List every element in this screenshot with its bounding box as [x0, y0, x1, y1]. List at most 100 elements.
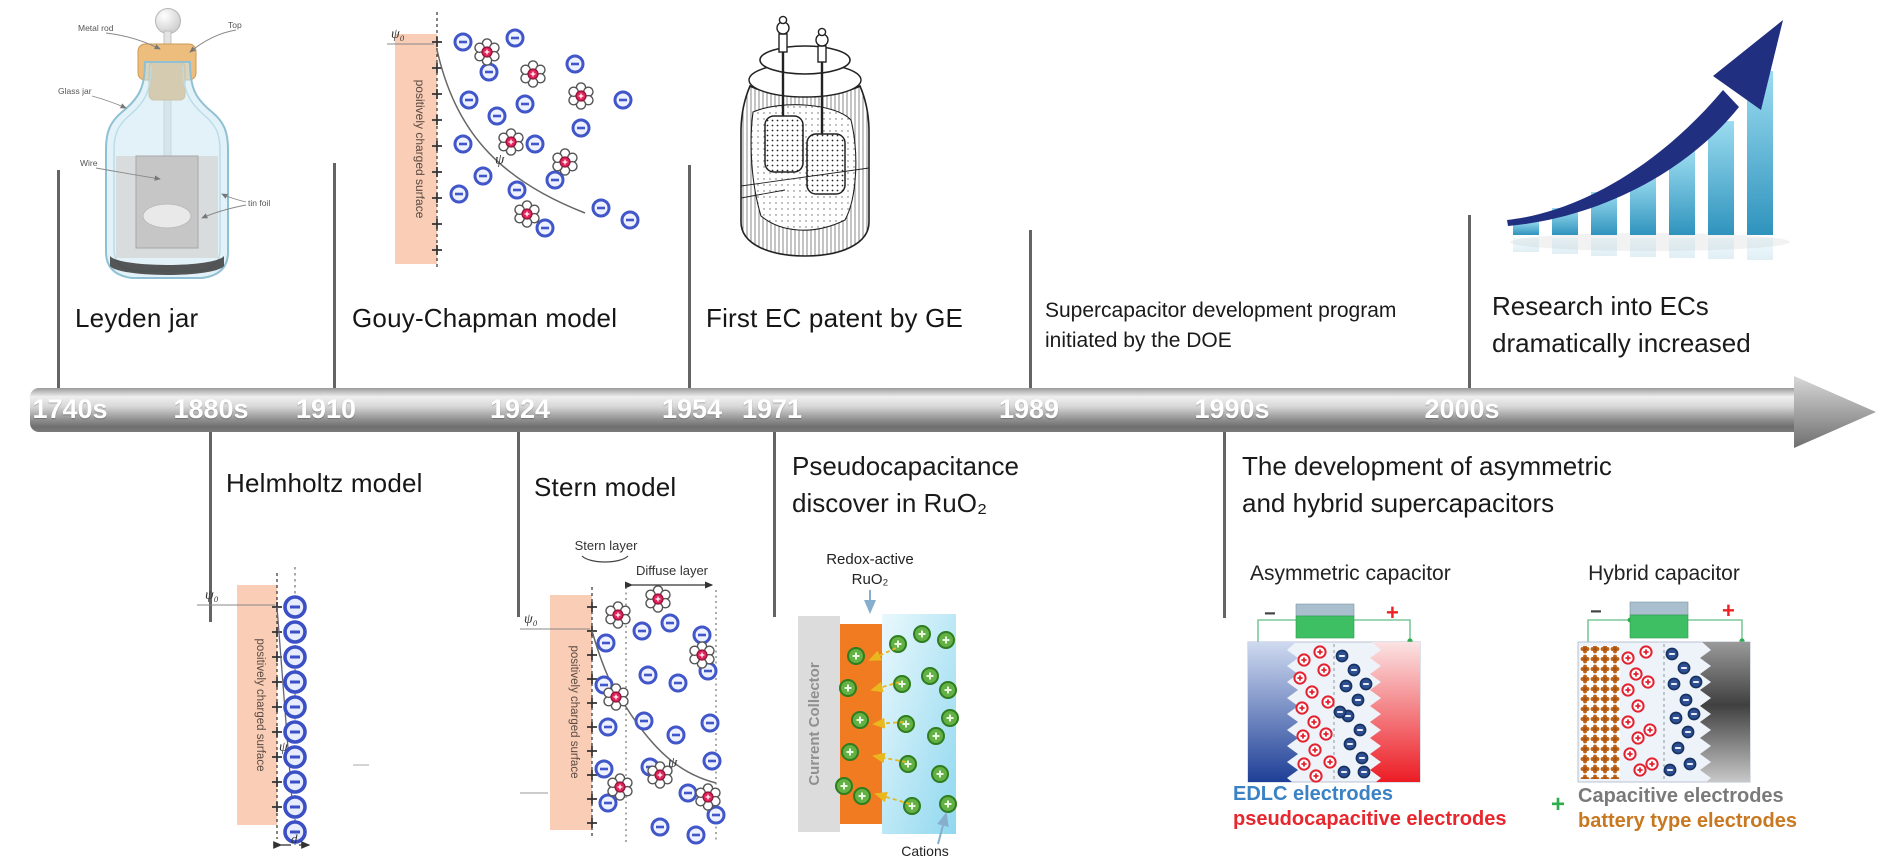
top-label: Top [228, 20, 242, 30]
timeline-year-1989: 1989 [998, 394, 1060, 424]
hybrid-capacitor-diagram: − + [1577, 598, 1751, 783]
tin-foil-label: tin foil [248, 198, 270, 208]
doe-program-text: Supercapacitor development program initi… [1045, 296, 1396, 356]
psi0-label: ψ₀ [391, 27, 405, 42]
electrolyte-level-lines [740, 167, 870, 199]
asymmetric-hybrid-line1: The development of asymmetric [1242, 451, 1612, 481]
pseudocapacitance-line2: discover in RuO₂ [792, 487, 988, 518]
potential-decay-curve [591, 630, 717, 784]
ruo2-diagram: Redox-active RuO₂ Current Collector Cati… [798, 551, 959, 859]
helmholtz-diagram: positively charged surface ψ₀ ψ d [197, 567, 369, 849]
ec-research-text: Research into ECs dramatically increased [1492, 288, 1751, 362]
timeline-year-1954: 1954 [661, 394, 723, 424]
pseudocapacitive-electrode-shape [1370, 642, 1420, 782]
hybrid-capacitor-title: Hybrid capacitor [1588, 562, 1740, 585]
growth-bars [1513, 71, 1773, 235]
carbon-electrode-2 [806, 133, 846, 195]
ruo2-label: RuO₂ [852, 571, 889, 588]
stern-diagram: Stern layer Diffuse layer positively cha… [520, 538, 726, 845]
timeline-bar [30, 388, 1798, 432]
current-collector-bar [798, 616, 840, 832]
positive-terminal-label: + [1722, 598, 1735, 623]
charged-surface-band [237, 585, 277, 825]
charged-surface-band [550, 595, 592, 830]
ge-patent-title: First EC patent by GE [706, 303, 964, 333]
base-ring-shape [110, 256, 224, 275]
surface-band-label: positively charged surface [254, 639, 266, 772]
asymmetric-capacitor-title: Asymmetric capacitor [1250, 562, 1451, 585]
wire-label: Wire [80, 158, 98, 168]
battery-icon [1629, 601, 1689, 639]
connector-line [1223, 432, 1226, 618]
timeline-year-1910: 1910 [295, 394, 357, 424]
diffuse-layer-ions [632, 585, 726, 845]
connector-line [688, 165, 691, 388]
ec-research-line1: Research into ECs [1492, 291, 1709, 321]
circuit-wires [1257, 619, 1411, 642]
psi-label: ψ [668, 755, 678, 771]
timeline-year-1740s: 1740s [32, 394, 108, 424]
potential-decay-curve [436, 49, 586, 214]
metal-ball-icon [155, 8, 181, 34]
diffuse-layer-label: Diffuse layer [636, 563, 709, 578]
gouy-chapman-diagram: positively charged surface ψ₀ ψ [387, 12, 640, 270]
timeline-year-1924: 1924 [489, 394, 551, 424]
psi0-label: ψ₀ [524, 612, 538, 627]
bar-reflections [1513, 238, 1773, 260]
edlc-electrode-shape [1248, 642, 1298, 782]
cation-flux-arrows [868, 647, 911, 805]
psi-label: ψ [279, 740, 288, 755]
timeline-year-1880s: 1880s [173, 394, 249, 424]
battery-type-electrodes-legend: battery type electrodes [1578, 810, 1797, 832]
battery-type-electrode-material [1580, 646, 1620, 779]
psi0-label: ψ₀ [205, 588, 219, 603]
connector-line [1468, 215, 1471, 388]
connector-line [1029, 230, 1032, 388]
asymmetric-capacitor-diagram: − + [1247, 600, 1421, 783]
negative-terminal-label: − [1264, 603, 1276, 625]
jar-lid-shape [759, 45, 851, 75]
cations-pointer-arrow [937, 812, 949, 845]
current-collector-label: Current Collector [806, 662, 823, 786]
stern-layer-ions [594, 601, 633, 813]
glass-jar-label: Glass jar [58, 86, 92, 96]
edlc-electrodes-legend: EDLC electrodes [1233, 783, 1394, 805]
timeline-year-1990s: 1990s [1194, 394, 1270, 424]
carbon-electrode-1 [764, 115, 804, 173]
growth-arrow-head-icon [1713, 20, 1783, 110]
ec-research-line2: dramatically increased [1492, 327, 1751, 358]
stern-layer-brace [581, 555, 629, 563]
pseudocapacitance-line1: Pseudocapacitance [792, 451, 1019, 481]
positive-terminal-label: + [1386, 600, 1399, 625]
redox-active-label: Redox-active [826, 551, 914, 568]
growth-chart-clipart [1507, 20, 1790, 260]
leyden-leader-lines [91, 29, 247, 219]
pseudocapacitive-electrodes-legend: pseudocapacitive electrodes [1233, 808, 1507, 830]
leyden-jar-illustration: Metal rod Top Glass jar Wire tin foil [58, 8, 270, 279]
distance-annotation: d [273, 831, 311, 849]
negative-terminal-label: − [1590, 601, 1602, 623]
growth-arrow-swoosh [1507, 90, 1739, 226]
inner-foil-bottom [142, 203, 192, 229]
stern-layer-label: Stern layer [575, 538, 639, 553]
connector-line [333, 163, 336, 388]
inner-foil-shape [135, 155, 199, 249]
ge-patent-sketch [740, 15, 870, 257]
psi-label: ψ [495, 152, 505, 168]
cations-label: Cations [901, 843, 948, 859]
helmholtz-title: Helmholtz model [226, 468, 423, 498]
doe-program-line1: Supercapacitor development program [1045, 299, 1397, 322]
capacitive-electrodes-legend: Capacitive electrodes [1578, 785, 1784, 807]
connector-line [517, 432, 520, 617]
legend-plus-icon: + [1551, 791, 1566, 818]
leyden-jar-title: Leyden jar [75, 303, 199, 333]
battery-icon [1295, 603, 1355, 639]
timeline-arrowhead-icon [1794, 376, 1876, 448]
timeline-year-2000s: 2000s [1424, 394, 1500, 424]
connector-line [57, 170, 60, 388]
leyden-part-labels: Metal rod Top Glass jar Wire tin foil [58, 20, 270, 208]
asymmetric-hybrid-text: The development of asymmetric and hybrid… [1242, 448, 1612, 522]
surface-band-label: positively charged surface [413, 80, 427, 219]
timeline-year-1971: 1971 [741, 394, 803, 424]
